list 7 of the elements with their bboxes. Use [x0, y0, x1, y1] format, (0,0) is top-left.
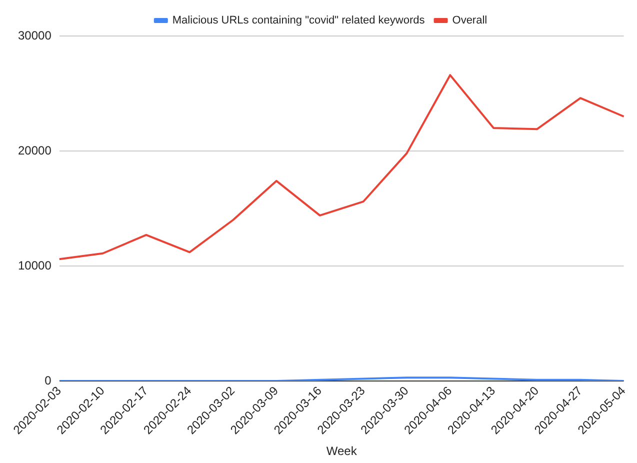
y-tick-label: 30000 — [18, 28, 52, 42]
legend-label: Overall — [452, 14, 488, 27]
y-tick-label: 10000 — [18, 258, 52, 272]
x-axis-title: Week — [326, 444, 358, 458]
y-tick-label: 0 — [44, 373, 52, 388]
legend-label: Malicious URLs containing "covid" related keywords — [172, 14, 426, 27]
y-tick-label: 20000 — [18, 143, 52, 158]
